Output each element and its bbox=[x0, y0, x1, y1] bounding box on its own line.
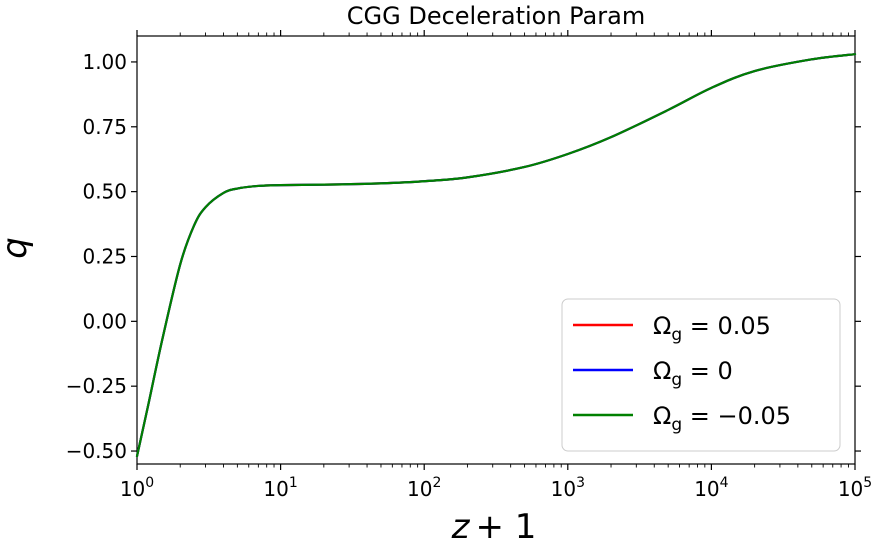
y-tick-label: 0.00 bbox=[82, 309, 127, 333]
y-tick-label: 0.75 bbox=[82, 115, 127, 139]
x-axis-label-var: z bbox=[451, 507, 471, 547]
x-axis-label-rest: + 1 bbox=[475, 507, 536, 547]
legend: Ωg = 0.05 Ωg = 0 Ωg = −0.05 bbox=[561, 298, 841, 452]
y-axis-label: q bbox=[0, 237, 35, 259]
legend-box bbox=[561, 298, 841, 452]
legend-label-2: Ωg = −0.05 bbox=[653, 402, 791, 435]
x-tick-label: 105 bbox=[838, 475, 872, 501]
y-tick-label: 0.25 bbox=[82, 244, 127, 268]
series-group bbox=[135, 53, 857, 458]
y-tick-label: −0.50 bbox=[66, 439, 127, 463]
series-line-2 bbox=[135, 53, 857, 458]
legend-label-0: Ωg = 0.05 bbox=[653, 312, 771, 345]
x-tick-label: 102 bbox=[407, 475, 441, 501]
y-tick-label: 1.00 bbox=[82, 50, 127, 74]
legend-label-1: Ωg = 0 bbox=[653, 357, 733, 390]
y-axis: 1.00 0.75 0.50 0.25 0.00 −0.25 −0.50 bbox=[66, 50, 861, 463]
plot-frame bbox=[136, 35, 856, 465]
y-tick-label: 0.50 bbox=[82, 180, 127, 204]
x-tick-label: 104 bbox=[694, 475, 728, 501]
x-axis-label: z + 1 bbox=[451, 507, 537, 547]
legend-items: Ωg = 0.05 Ωg = 0 Ωg = −0.05 bbox=[573, 312, 791, 435]
x-tick-label: 100 bbox=[120, 475, 154, 501]
x-tick-label: 103 bbox=[551, 475, 585, 501]
plot-area bbox=[135, 35, 857, 465]
x-tick-label: 101 bbox=[263, 475, 297, 501]
y-tick-label: −0.25 bbox=[66, 374, 127, 398]
chart-title: CGG Deceleration Param bbox=[347, 2, 645, 30]
x-axis: 100 101 102 103 104 105 bbox=[120, 30, 872, 501]
